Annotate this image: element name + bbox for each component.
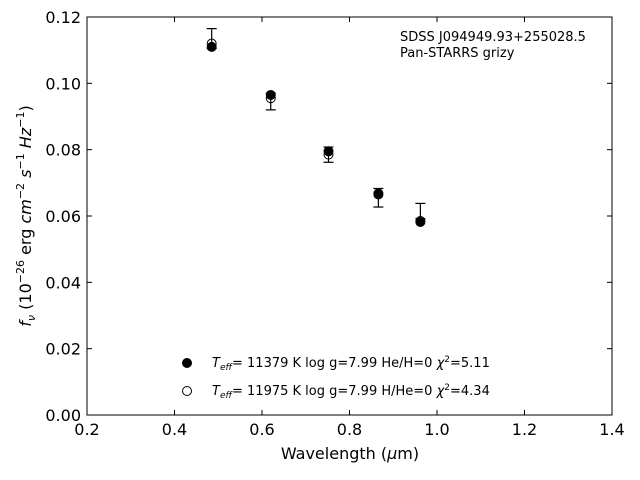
legend-marker-filled: [182, 358, 192, 368]
x-tick-label: 0.8: [337, 420, 362, 439]
legend-marker-open: [182, 386, 192, 396]
x-tick-label: 1.2: [512, 420, 537, 439]
x-tick-label: 0.6: [249, 420, 274, 439]
open-model-point: [265, 93, 276, 104]
open-model-point: [206, 38, 217, 49]
y-tick-label: 0.08: [45, 141, 81, 160]
y-tick-label: 0.02: [45, 340, 81, 359]
open-model-point: [415, 215, 426, 226]
legend: Teff= 11379 K log g=7.99 He/H=0 χ2=5.11 …: [182, 355, 490, 401]
y-tick-label: 0.06: [45, 207, 81, 226]
x-tick-label: 1.4: [599, 420, 624, 439]
filled-model-point: [265, 89, 276, 100]
object-name-annotation: SDSS J094949.93+255028.5: [400, 30, 586, 45]
legend-entry-1: Teff= 11379 K log g=7.99 He/H=0 χ2=5.11: [212, 355, 490, 373]
filled-model-point: [323, 146, 334, 157]
x-tick-label: 1.0: [424, 420, 449, 439]
legend-entry-2: Teff= 11975 K log g=7.99 H/He=0 χ2=4.34: [212, 383, 490, 401]
y-tick-label: 0.12: [45, 8, 81, 27]
filled-model-point: [206, 41, 217, 52]
x-tick-label: 0.4: [162, 420, 187, 439]
open-model-point: [373, 189, 384, 200]
survey-annotation: Pan-STARRS grizy: [400, 46, 515, 61]
y-tick-label: 0.04: [45, 273, 81, 292]
y-tick-label: 0.10: [45, 74, 81, 93]
plot-frame: [86, 16, 613, 416]
open-model-point: [323, 149, 334, 160]
y-tick-label: 0.00: [45, 406, 81, 425]
y-axis-label: fν (10−26 erg cm−2 s−1 Hz−1): [14, 105, 38, 326]
x-tick-label: 0.2: [74, 420, 99, 439]
x-axis-label: Wavelength (μm): [281, 444, 419, 463]
